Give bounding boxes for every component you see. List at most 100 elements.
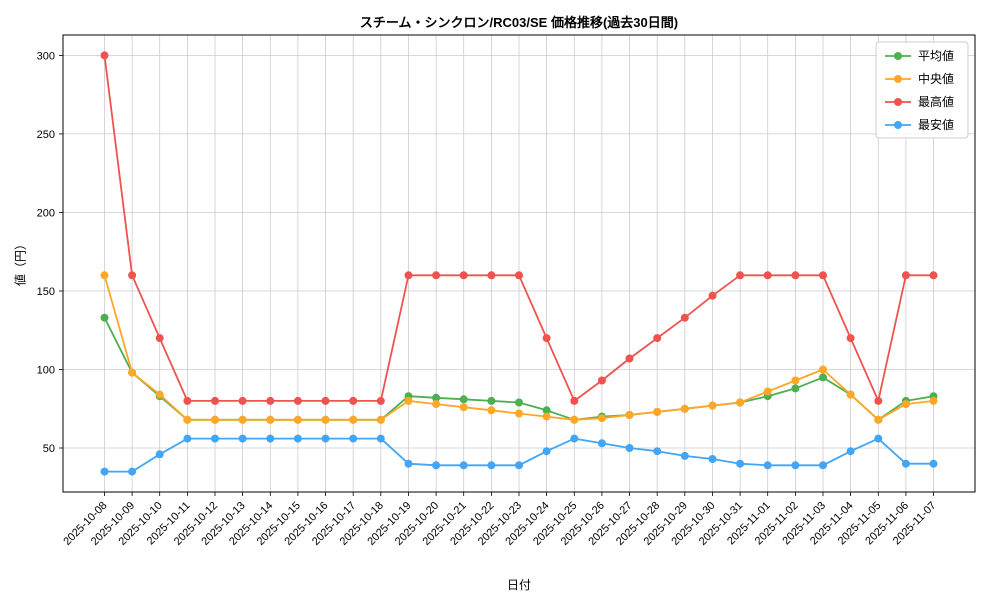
series-point-median (874, 415, 883, 424)
series-point-min (846, 447, 855, 456)
y-tick-label: 200 (37, 208, 55, 220)
series-point-min (293, 434, 302, 443)
series-point-max (266, 396, 275, 405)
series-point-max (625, 354, 634, 363)
series-point-median (515, 409, 523, 418)
series-point-max (404, 271, 413, 280)
series-point-min (874, 434, 883, 443)
series-point-median (155, 390, 164, 399)
series-point-max (376, 396, 385, 405)
legend-marker-dot (894, 121, 902, 129)
series-point-max (542, 334, 551, 343)
series-point-max (736, 271, 745, 280)
series-point-median (321, 415, 330, 424)
series-point-max (819, 271, 827, 280)
y-tick-label: 150 (37, 286, 55, 298)
series-point-median (266, 415, 275, 424)
series-point-min (791, 461, 800, 470)
series-point-median (238, 415, 247, 424)
series-point-min (238, 434, 247, 443)
legend-marker-dot (894, 52, 902, 60)
series-point-max (929, 271, 938, 280)
legend-label: 平均値 (918, 48, 954, 63)
series-point-max (459, 271, 468, 280)
series-point-max (791, 271, 800, 280)
series-point-min (266, 434, 275, 443)
series-point-median (376, 415, 385, 424)
series-point-min (763, 461, 772, 470)
series-point-max (763, 271, 772, 280)
series-point-median (487, 406, 496, 415)
series-point-median (653, 407, 662, 416)
series-point-min (819, 461, 827, 470)
legend-marker-dot (894, 98, 902, 106)
series-point-min (542, 447, 551, 456)
y-tick-label: 250 (37, 129, 55, 141)
series-point-average (100, 313, 109, 322)
legend-item-median: 中央値 (885, 71, 954, 86)
series-point-median (459, 403, 468, 412)
series-point-max (708, 291, 717, 300)
series-point-max (515, 271, 523, 280)
series-point-max (874, 396, 883, 405)
series-point-max (183, 396, 192, 405)
series-point-min (570, 434, 579, 443)
series-point-min (708, 455, 717, 463)
series-point-max (293, 396, 302, 405)
series-point-min (597, 439, 606, 448)
y-tick-label: 50 (43, 443, 55, 455)
series-point-max (487, 271, 496, 280)
series-point-median (736, 398, 745, 407)
series-point-min (680, 451, 689, 460)
series-point-median (625, 411, 634, 419)
series-point-average (542, 406, 551, 415)
legend-marker-dot (894, 75, 902, 83)
series-point-min (376, 434, 385, 443)
series-point-median (708, 401, 717, 410)
legend-label: 最高値 (918, 94, 954, 109)
legend-box (875, 41, 969, 139)
series-point-min (625, 444, 634, 452)
legend-label: 最安値 (918, 117, 954, 132)
legend-label: 中央値 (918, 71, 954, 86)
series-point-average (515, 398, 523, 407)
series-point-median (100, 271, 109, 280)
series-point-median (542, 412, 551, 421)
chart-title: スチーム・シンクロン/RC03/SE 価格推移(過去30日間) (359, 15, 679, 30)
series-point-min (100, 467, 109, 476)
series-point-median (404, 396, 413, 405)
series-point-max (901, 271, 910, 280)
series-point-average (791, 384, 800, 393)
series-point-min (211, 434, 219, 443)
series-point-average (432, 393, 441, 402)
legend-item-min: 最安値 (885, 117, 954, 132)
series-point-max (155, 334, 164, 343)
series-point-min (515, 461, 523, 470)
y-tick-label: 300 (37, 50, 55, 62)
series-point-median (929, 396, 938, 405)
series-point-min (487, 461, 496, 470)
y-axis-label: 値（円） (13, 237, 28, 287)
series-point-max (570, 396, 579, 405)
series-point-min (929, 459, 938, 468)
series-point-min (128, 467, 137, 476)
series-point-min (653, 447, 662, 456)
series-point-median (680, 404, 689, 413)
series-point-median (570, 415, 579, 424)
series-point-min (901, 459, 910, 468)
series-point-median (763, 387, 772, 396)
series-point-median (846, 390, 855, 399)
series-point-average (487, 396, 496, 405)
series-point-max (321, 396, 330, 405)
legend-item-average: 平均値 (885, 48, 954, 63)
series-point-min (321, 434, 330, 443)
plot-border (62, 34, 976, 493)
series-point-median (349, 415, 358, 424)
series-point-median (183, 415, 192, 424)
series-point-median (901, 400, 910, 409)
series-point-max (846, 334, 855, 343)
series-point-min (432, 461, 441, 470)
series-point-max (128, 271, 137, 280)
